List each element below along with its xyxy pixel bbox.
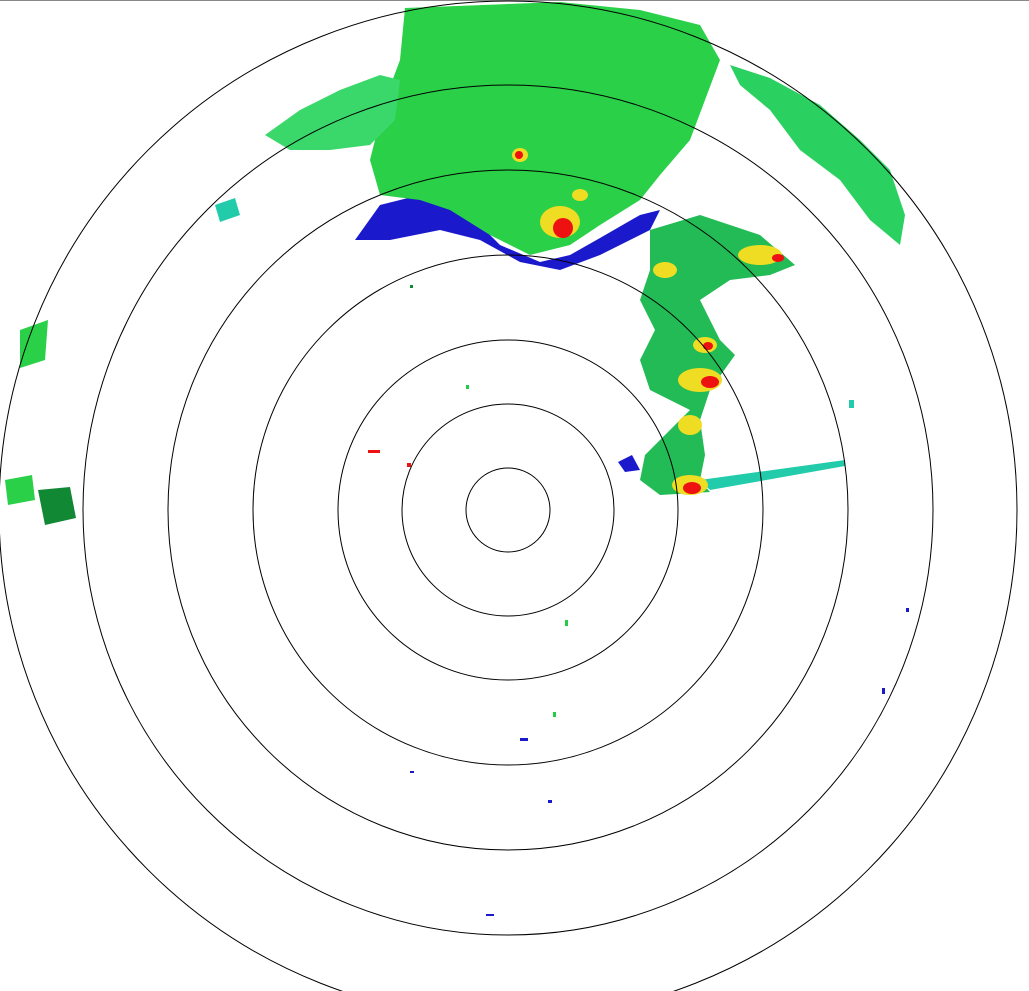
- echo-north-mass-green: [370, 2, 720, 255]
- range-ring-3: [337, 339, 679, 681]
- range-ring-4: [252, 254, 764, 766]
- echo-spike: [700, 460, 845, 490]
- echo-west-cell-2: [5, 475, 35, 505]
- heavy-cores: [515, 151, 784, 494]
- echo-northeast-band: [730, 65, 905, 245]
- range-ring-2: [401, 403, 615, 617]
- top-border: [0, 0, 1029, 1]
- echo-north-mass: [355, 190, 660, 270]
- precipitation-echoes: [5, 2, 909, 916]
- range-ring-1: [465, 467, 551, 553]
- clutter-specks: [368, 285, 909, 916]
- range-ring-5: [167, 169, 849, 851]
- echo-nw-speck: [215, 198, 240, 222]
- echo-west-band: [265, 75, 400, 150]
- echo-west-cell-1: [20, 320, 48, 368]
- range-ring-6: [82, 84, 934, 936]
- echo-squall-west-blue: [618, 455, 640, 472]
- echo-west-cell-3: [38, 487, 76, 525]
